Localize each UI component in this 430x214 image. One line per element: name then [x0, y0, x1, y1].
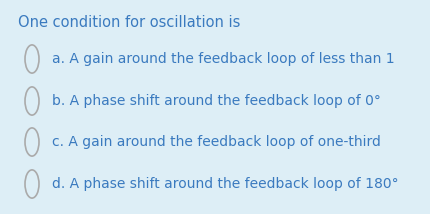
Ellipse shape: [25, 87, 39, 115]
Ellipse shape: [25, 170, 39, 198]
Text: b. A phase shift around the feedback loop of 0°: b. A phase shift around the feedback loo…: [52, 94, 380, 108]
Text: a. A gain around the feedback loop of less than 1: a. A gain around the feedback loop of le…: [52, 52, 394, 66]
Ellipse shape: [25, 128, 39, 156]
Text: One condition for oscillation is: One condition for oscillation is: [18, 15, 240, 30]
Text: d. A phase shift around the feedback loop of 180°: d. A phase shift around the feedback loo…: [52, 177, 398, 191]
Ellipse shape: [25, 45, 39, 73]
Text: c. A gain around the feedback loop of one-third: c. A gain around the feedback loop of on…: [52, 135, 380, 149]
